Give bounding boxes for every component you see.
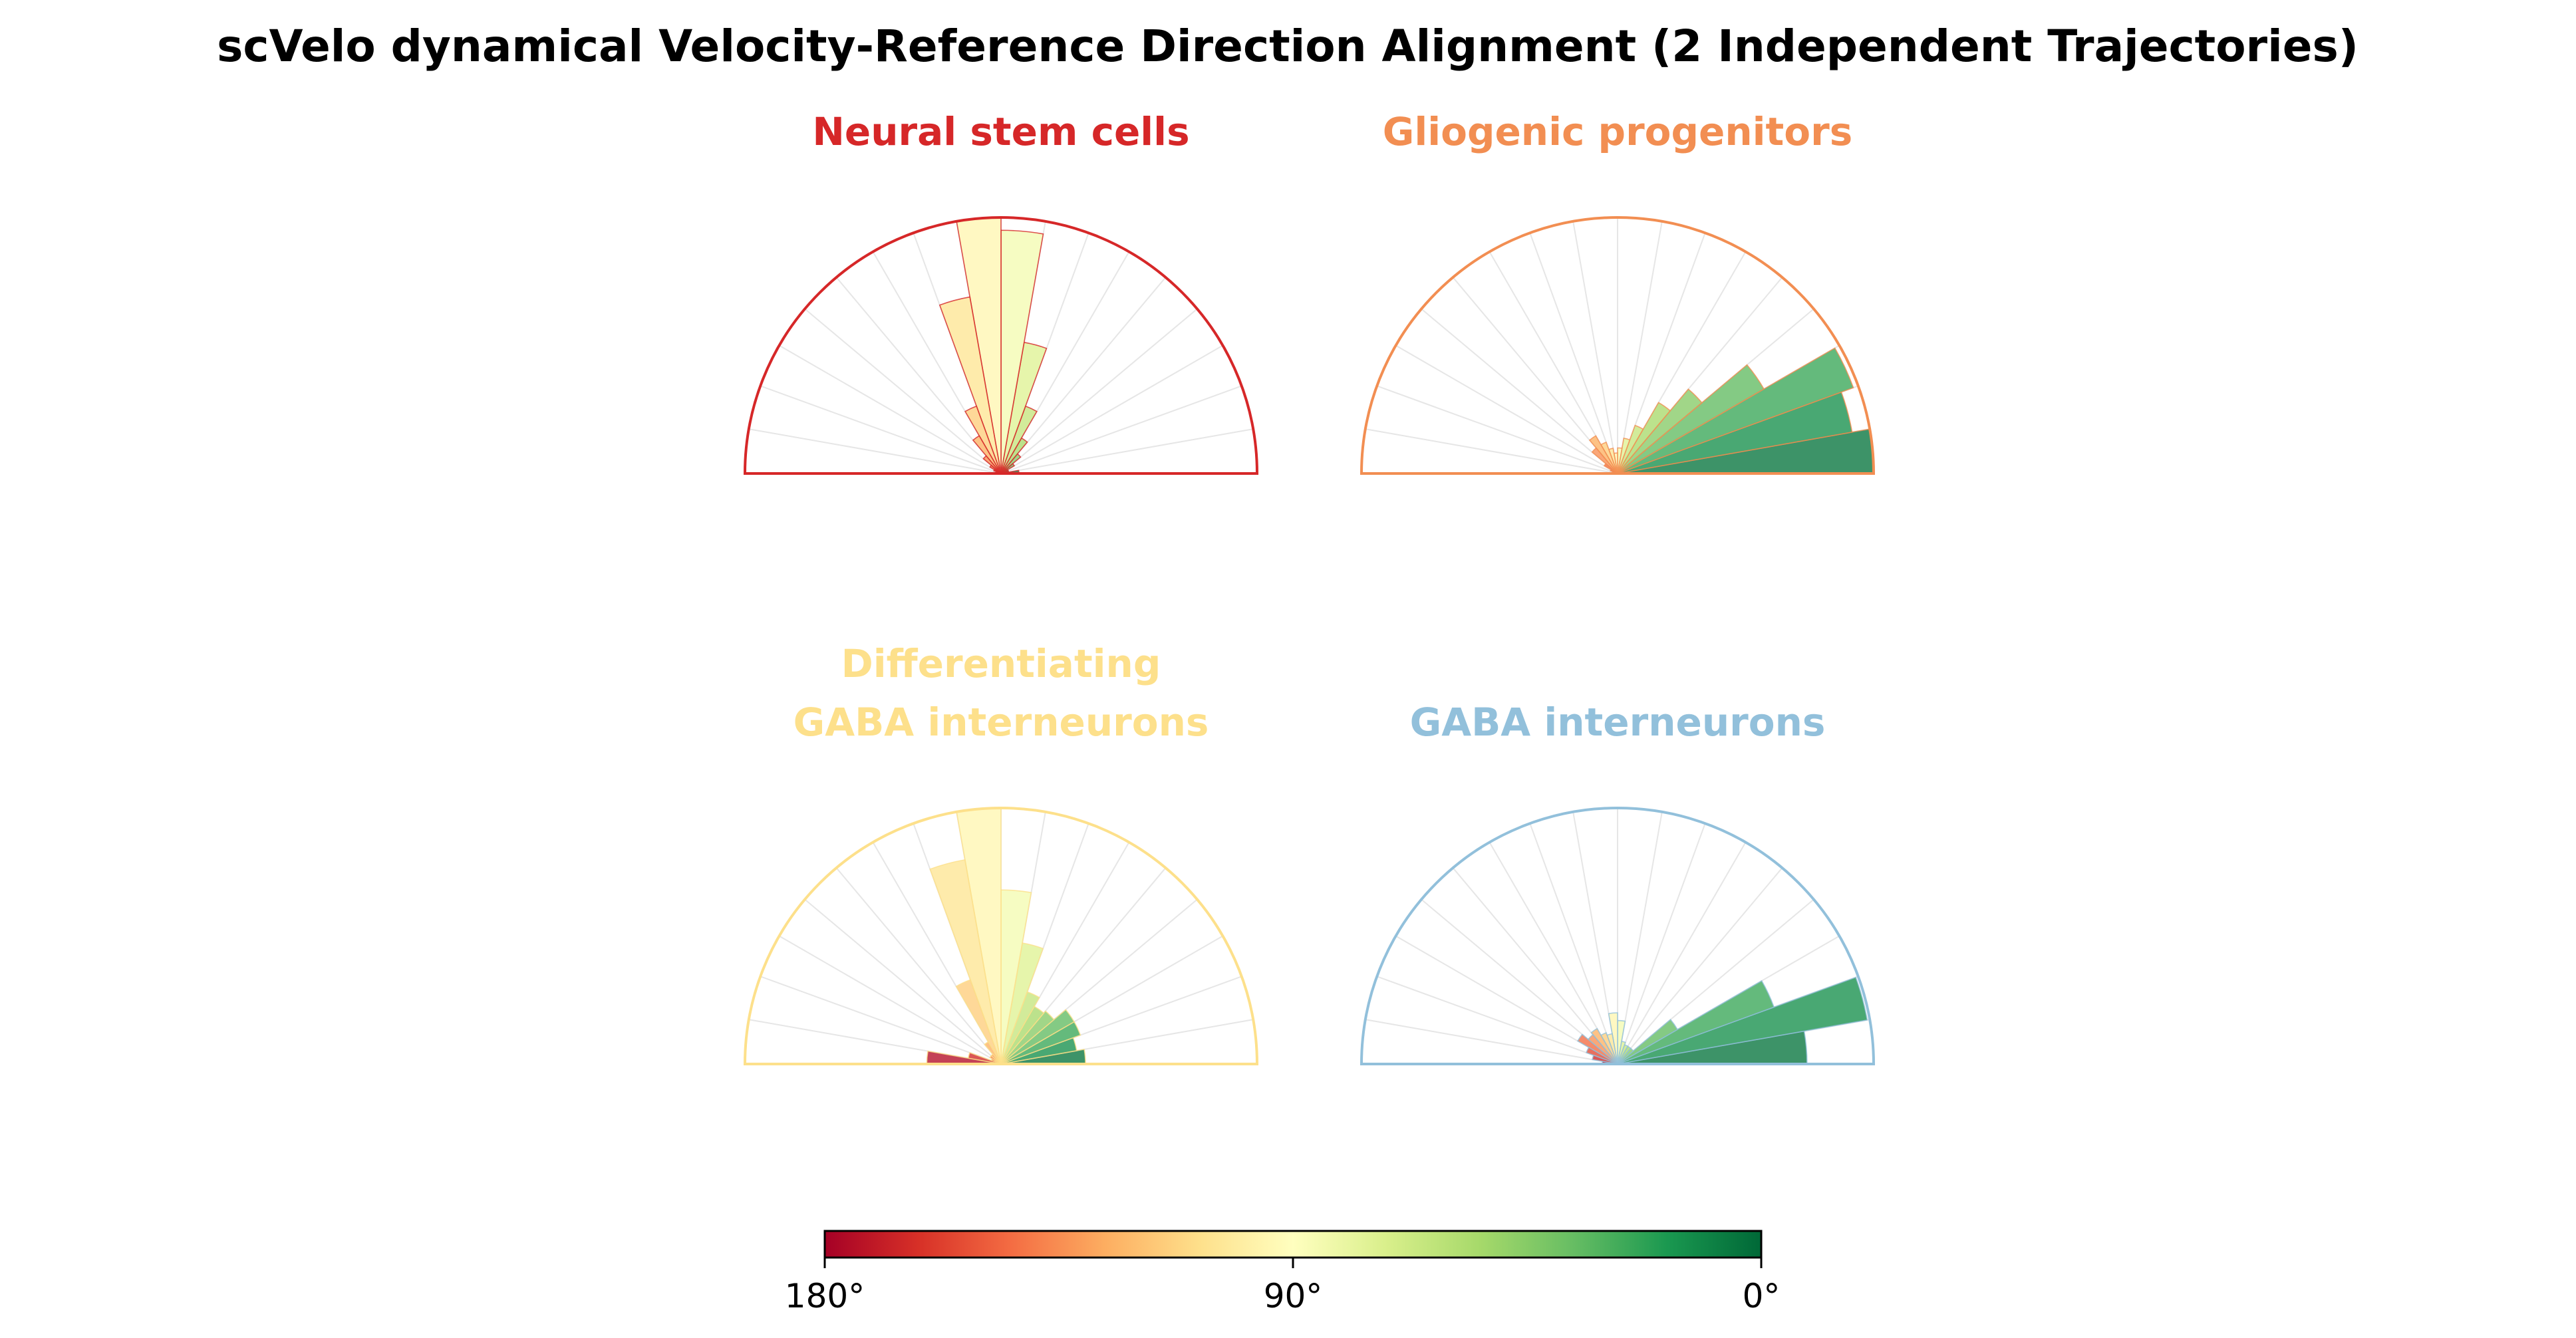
radial-gridline (1452, 867, 1618, 1065)
polar-bar (1617, 980, 1775, 1065)
colorbar-tick-label: 0° (1743, 1277, 1781, 1315)
radial-gridline (1365, 1019, 1618, 1065)
radial-gridline (748, 428, 1002, 474)
radial-gridline (1529, 823, 1618, 1065)
radial-gridline (1617, 221, 1663, 474)
polar-bar (1617, 388, 1703, 474)
radial-gridline (1617, 867, 1783, 1065)
panel-title-line: Neural stem cells (812, 109, 1189, 154)
radial-gridline (760, 385, 1002, 474)
radial-gridline (1529, 232, 1618, 474)
colorbar-tick-label: 90° (1264, 1277, 1323, 1315)
polar-bar (1588, 435, 1618, 474)
radial-gridline (804, 308, 1002, 474)
radial-gridline (1365, 428, 1618, 474)
radial-gridline (779, 935, 1002, 1065)
colorbar: 180° 90° 0° (785, 1230, 1781, 1315)
radial-gridline (1572, 221, 1618, 474)
polar-bar (982, 455, 1002, 474)
polar-frame (743, 216, 1259, 475)
radial-gridline (760, 976, 1002, 1065)
polar-bar (1590, 1027, 1618, 1065)
radial-gridline (1376, 385, 1618, 474)
colorbar-bar (823, 1230, 1763, 1259)
polar-bar (1591, 447, 1618, 474)
figure-title: scVelo dynamical Velocity-Reference Dire… (217, 21, 2359, 72)
polar-bar (938, 296, 1002, 474)
polar-frame (743, 807, 1259, 1065)
radial-gridline (804, 898, 1002, 1065)
radial-gridline (1421, 308, 1618, 474)
radial-gridline (1000, 385, 1242, 474)
radial-gridline (835, 867, 1002, 1065)
panel-title-line: Differentiating (841, 641, 1161, 686)
polar-bar (1000, 1009, 1075, 1065)
polar-bar (929, 859, 1002, 1065)
polar-panel-4: GABA interneurons (1360, 700, 1876, 1065)
polar-frame (1360, 216, 1876, 475)
polar-bar (964, 405, 1002, 474)
polar-bar (1617, 437, 1631, 474)
radial-gridline (779, 344, 1002, 474)
polar-bar (1617, 976, 1868, 1065)
radial-gridline (1000, 277, 1167, 474)
radial-gridline (1000, 428, 1254, 474)
polar-panel-1: Neural stem cells (743, 109, 1259, 475)
polar-bar (1617, 424, 1644, 474)
radial-gridline (1000, 308, 1198, 474)
polar-bar (1617, 364, 1765, 474)
radial-gridline (1000, 344, 1223, 474)
radial-gridline (1395, 344, 1618, 474)
polar-panels: Neural stem cells Gliogenic progenitors Di… (743, 109, 1876, 1065)
panel-title-line: Gliogenic progenitors (1383, 109, 1853, 154)
panel-title-line: GABA interneurons (793, 700, 1209, 745)
polar-bar (1617, 402, 1671, 474)
colorbar-tick-label: 180° (785, 1277, 865, 1315)
polar-panel-2: Gliogenic progenitors (1360, 109, 1876, 475)
polar-bar (1617, 447, 1623, 474)
radial-gridline (1376, 976, 1618, 1065)
panel-title-line: GABA interneurons (1410, 700, 1826, 745)
polar-bar (1617, 1019, 1679, 1065)
polar-frame (1360, 807, 1876, 1065)
polar-bar (1000, 1010, 1055, 1065)
polar-bar (1576, 1033, 1618, 1065)
colorbar-ticks: 180° 90° 0° (785, 1258, 1781, 1315)
polar-bar (972, 435, 1002, 474)
polar-bar (955, 979, 1002, 1065)
polar-bar (1585, 1046, 1618, 1065)
radial-gridline (1617, 823, 1706, 1065)
radial-gridline (1489, 842, 1618, 1065)
radial-gridline (1617, 842, 1747, 1065)
polar-bar (1592, 1054, 1618, 1065)
polar-panel-3: Differentiating GABA interneurons (743, 641, 1259, 1065)
polar-bar (1617, 347, 1854, 474)
